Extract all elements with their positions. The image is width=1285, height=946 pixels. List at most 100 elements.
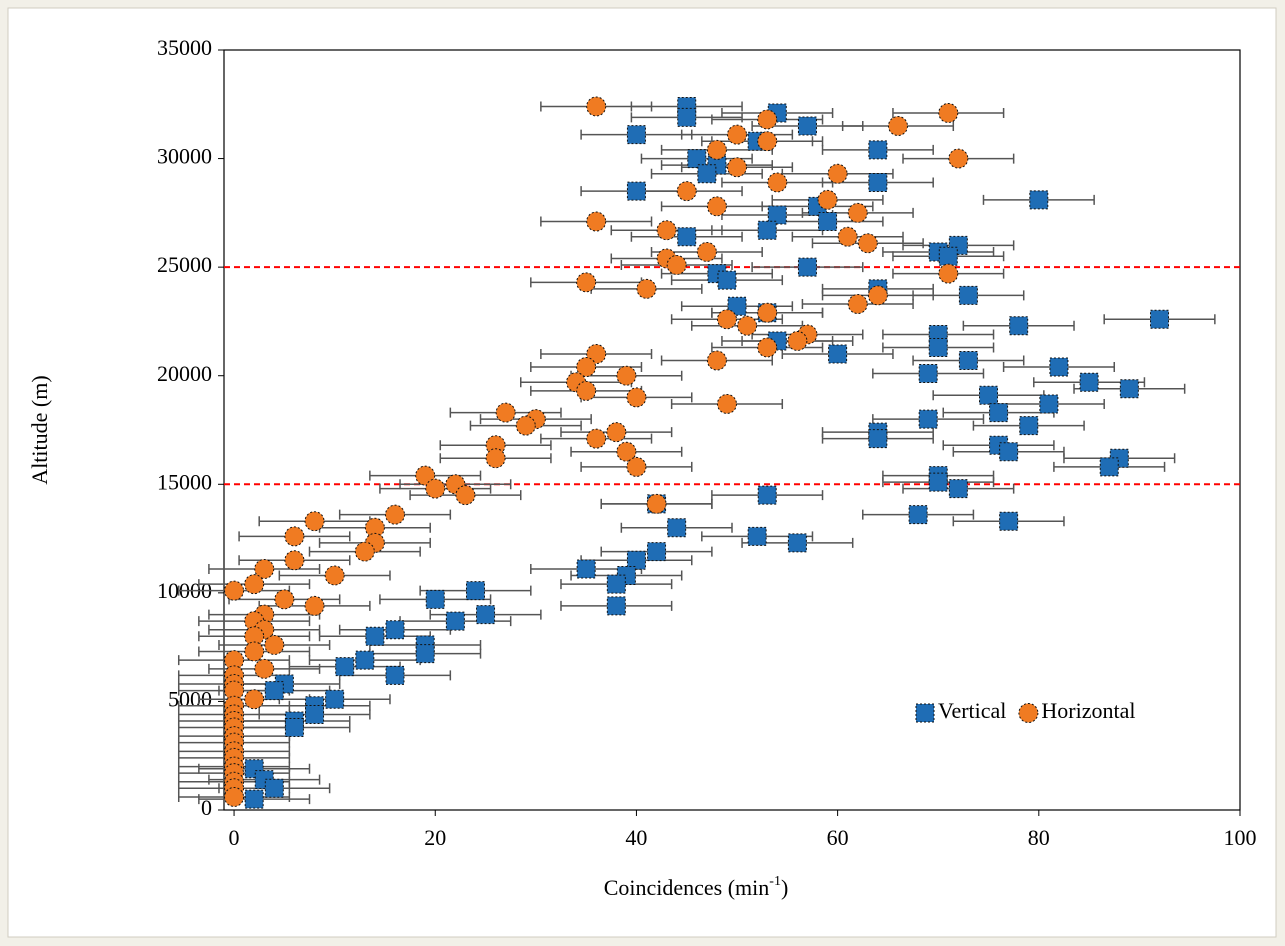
point bbox=[716, 393, 737, 414]
point bbox=[616, 441, 637, 462]
y-tick-label: 25000 bbox=[157, 252, 212, 277]
point bbox=[274, 589, 295, 610]
point bbox=[757, 302, 778, 323]
x-tick-label: 100 bbox=[1224, 825, 1257, 850]
legend-label: Vertical bbox=[938, 698, 1006, 723]
point bbox=[948, 479, 968, 499]
point bbox=[989, 403, 1009, 423]
point bbox=[958, 351, 978, 371]
point bbox=[636, 278, 657, 299]
point bbox=[606, 596, 626, 616]
point bbox=[626, 550, 646, 570]
point bbox=[706, 350, 727, 371]
point bbox=[767, 205, 787, 225]
point bbox=[787, 533, 807, 553]
point bbox=[727, 296, 747, 316]
point bbox=[455, 485, 476, 506]
point bbox=[667, 518, 687, 538]
point bbox=[868, 140, 888, 160]
point bbox=[1039, 394, 1059, 414]
point bbox=[757, 220, 777, 240]
y-axis-title: Altitude (m) bbox=[27, 375, 52, 484]
point bbox=[476, 605, 496, 625]
point bbox=[586, 96, 607, 117]
point bbox=[244, 789, 264, 809]
point bbox=[586, 211, 607, 232]
point bbox=[1079, 372, 1099, 392]
point bbox=[485, 448, 506, 469]
legend-label: Horizontal bbox=[1041, 698, 1135, 723]
point bbox=[1019, 416, 1039, 436]
point bbox=[716, 309, 737, 330]
point bbox=[696, 241, 717, 262]
point bbox=[626, 181, 646, 201]
point bbox=[677, 227, 697, 247]
point bbox=[737, 315, 758, 336]
point bbox=[757, 131, 778, 152]
point bbox=[828, 344, 848, 364]
y-tick-label: 0 bbox=[201, 795, 212, 820]
point bbox=[244, 641, 265, 662]
point bbox=[626, 387, 647, 408]
point bbox=[938, 263, 959, 284]
point bbox=[747, 526, 767, 546]
point bbox=[757, 485, 777, 505]
point bbox=[385, 504, 406, 525]
point bbox=[1049, 357, 1069, 377]
point bbox=[727, 124, 748, 145]
point bbox=[706, 139, 727, 160]
point bbox=[254, 558, 275, 579]
x-axis-title-end: ) bbox=[781, 875, 788, 900]
point bbox=[254, 658, 275, 679]
point bbox=[1119, 379, 1139, 399]
point bbox=[697, 164, 717, 184]
point bbox=[787, 330, 808, 351]
point bbox=[727, 157, 748, 178]
point bbox=[847, 202, 868, 223]
x-axis-title-main: Coincidences (min bbox=[604, 875, 770, 900]
point bbox=[304, 595, 325, 616]
point bbox=[445, 611, 465, 631]
point bbox=[365, 626, 385, 646]
point bbox=[425, 478, 446, 499]
point bbox=[626, 456, 647, 477]
point bbox=[887, 116, 908, 136]
point bbox=[284, 717, 304, 737]
point bbox=[425, 589, 445, 609]
point bbox=[305, 704, 325, 724]
point bbox=[647, 542, 667, 562]
point bbox=[385, 665, 405, 685]
point bbox=[626, 125, 646, 145]
point bbox=[818, 212, 838, 232]
point bbox=[938, 246, 958, 266]
point bbox=[465, 581, 485, 601]
point bbox=[847, 294, 868, 315]
point bbox=[304, 511, 325, 532]
point bbox=[687, 149, 707, 169]
point bbox=[948, 148, 969, 169]
point bbox=[646, 493, 667, 514]
point bbox=[576, 559, 596, 579]
point bbox=[676, 181, 697, 202]
point bbox=[867, 285, 888, 306]
point bbox=[576, 380, 597, 401]
point bbox=[918, 364, 938, 384]
point bbox=[938, 102, 959, 123]
point bbox=[606, 574, 626, 594]
point bbox=[364, 517, 385, 538]
point bbox=[354, 541, 375, 562]
point bbox=[355, 650, 375, 670]
y-tick-label: 15000 bbox=[157, 469, 212, 494]
point bbox=[706, 196, 727, 217]
point bbox=[576, 272, 597, 293]
x-tick-label: 40 bbox=[625, 825, 647, 850]
point bbox=[515, 415, 536, 436]
point bbox=[244, 689, 265, 710]
point bbox=[918, 409, 938, 429]
point bbox=[827, 163, 848, 184]
point bbox=[335, 657, 355, 677]
legend-marker bbox=[1018, 703, 1039, 723]
point bbox=[224, 786, 245, 807]
point bbox=[677, 107, 697, 127]
